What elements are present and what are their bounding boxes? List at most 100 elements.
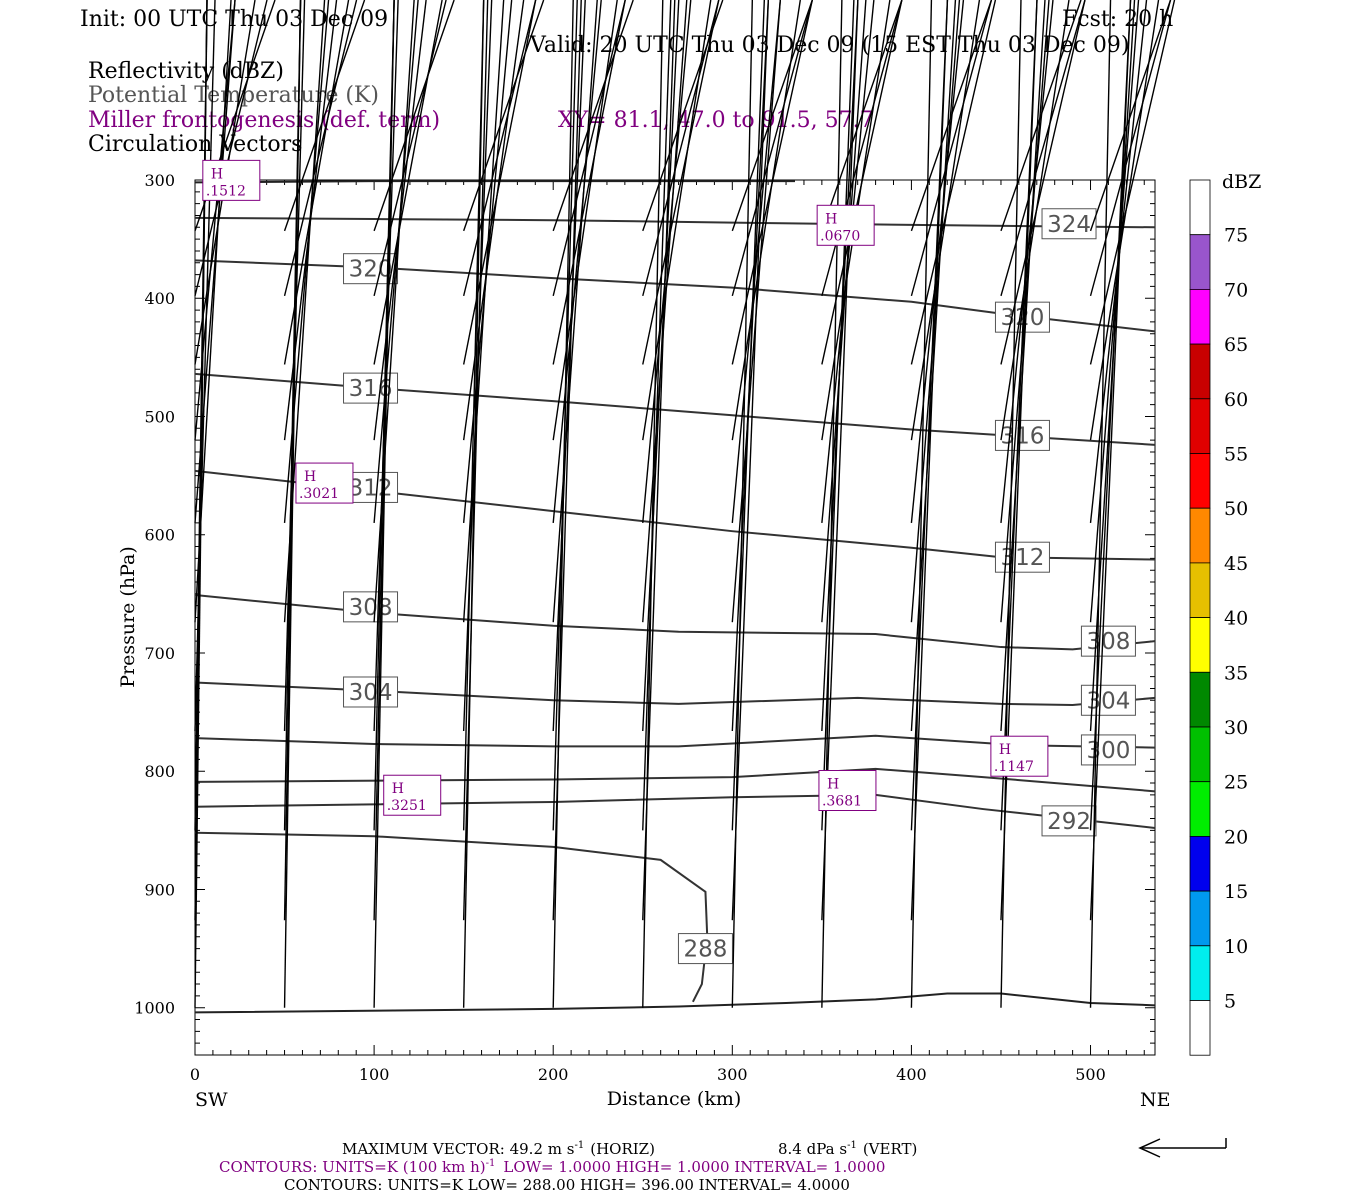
circulation-vector <box>1089 0 1160 441</box>
vector-shaft <box>552 0 626 297</box>
vector-shaft <box>642 0 712 441</box>
frontogenesis-box <box>295 462 354 504</box>
vector-shaft <box>462 0 545 232</box>
y-tick-label: 900 <box>144 880 175 899</box>
vector-shaft <box>1000 0 1086 297</box>
vector-shaft <box>642 0 680 732</box>
circulation-vector <box>642 0 672 831</box>
plot-area: 0 100 200 300 400 500 300 400 500 600 700 800 900 100… <box>134 0 1176 1084</box>
circulation-vector <box>552 0 626 297</box>
contour-label: 312 <box>1001 545 1045 571</box>
contour-label-box <box>1041 805 1097 837</box>
circulation-vector <box>1000 0 1070 441</box>
y-tick-label: 500 <box>144 407 175 426</box>
x-tick-label: 400 <box>896 1065 927 1084</box>
circulation-vector <box>283 0 330 523</box>
vector-shaft <box>462 0 505 623</box>
frontogenesis-h: H <box>827 777 839 793</box>
circulation-vector <box>642 0 720 365</box>
max-vector-horiz: (HORIZ) <box>590 1140 655 1158</box>
theta-contour-line <box>194 767 1156 793</box>
contour-label: 320 <box>349 257 393 283</box>
vector-shaft <box>642 0 720 297</box>
vector-shaft <box>731 0 813 232</box>
colorbar-label: 5 <box>1224 991 1236 1013</box>
theta-contour-line <box>194 681 1156 707</box>
theta-contour-line <box>194 793 1156 829</box>
vector-shaft <box>910 0 949 921</box>
circulation-vector <box>731 0 813 297</box>
valid-time: Valid: 20 UTC Thu 03 Dec 09 (15 EST Thu … <box>529 33 1129 58</box>
colorbar-swatch <box>1189 453 1211 509</box>
frontogenesis-value: .3681 <box>822 794 862 810</box>
frontogenesis-h: H <box>999 742 1011 758</box>
circulation-vector <box>552 0 574 1008</box>
colorbar-label: 25 <box>1224 772 1248 794</box>
circulation-vector <box>642 0 712 441</box>
y-tick-label: 1000 <box>134 999 175 1018</box>
circulation-vector <box>642 0 720 297</box>
frontogenesis-value: .0670 <box>820 228 860 244</box>
colorbar-swatch <box>1189 507 1211 564</box>
circulation-vector <box>731 0 770 921</box>
contour-label: 308 <box>349 595 393 621</box>
colorbar-swatch <box>1189 562 1211 619</box>
circulation-vector <box>462 0 485 1008</box>
colorbar-swatch <box>1189 398 1211 454</box>
circulation-vector <box>1089 0 1140 623</box>
vector-shaft <box>552 0 574 1008</box>
theta-contour-line <box>194 594 1156 651</box>
vector-shaft <box>821 0 903 297</box>
legend-reflectivity: Reflectivity (dBZ) <box>88 59 284 84</box>
vector-shaft <box>910 0 933 1008</box>
colorbar-swatch <box>1189 836 1211 892</box>
vector-shaft <box>373 0 455 232</box>
contour-label-box <box>994 419 1050 451</box>
legend-frontogenesis: Miller frontogenesis (def. term) <box>88 108 440 133</box>
vector-shaft <box>552 0 634 232</box>
theta-contour-line <box>194 831 709 1003</box>
circulation-vector <box>283 0 302 1008</box>
circulation-vector <box>910 0 949 921</box>
circulation-vector <box>1089 0 1172 232</box>
contour-label: 300 <box>1086 738 1130 764</box>
vector-shaft <box>1089 0 1140 623</box>
vector-shaft <box>1089 0 1160 441</box>
contour-label: 324 <box>1047 212 1091 238</box>
circulation-vector <box>552 0 602 523</box>
vector-shaft <box>642 0 720 365</box>
circulation-vector <box>1000 0 1022 1008</box>
frontogenesis-h: H <box>304 469 316 485</box>
colorbar-label: 10 <box>1224 936 1248 958</box>
x-tick-label: 200 <box>538 1065 569 1084</box>
y-tick-label: 800 <box>144 762 175 781</box>
frontogenesis-h: H <box>211 166 223 182</box>
colorbar-label: 60 <box>1224 389 1248 411</box>
circulation-vector <box>462 0 537 297</box>
theta-contour-line <box>194 216 1156 229</box>
circulation-vector <box>910 0 981 441</box>
vector-shaft <box>642 0 672 831</box>
frontogenesis-box <box>816 204 875 246</box>
circulation-vector <box>821 0 855 831</box>
circulation-vector <box>373 0 395 1008</box>
vector-shaft <box>731 0 782 523</box>
footer-contours-fronto: CONTOURS: UNITS=K (100 km h)-1 LOW= 1.000… <box>219 1158 885 1176</box>
x-tick-label: 300 <box>717 1065 748 1084</box>
max-vector-vert-end: (VERT) <box>863 1140 918 1158</box>
circulation-vector <box>821 0 867 623</box>
y-tick-label: 700 <box>144 644 175 663</box>
colorbar-swatch <box>1189 617 1211 673</box>
y-tick-label: 400 <box>144 289 175 308</box>
footer-max-vector-vert: 8.4 dPa s-1 (VERT) <box>778 1140 917 1158</box>
circulation-vector <box>552 0 586 732</box>
frontogenesis-value: .1512 <box>206 183 246 199</box>
colorbar-swatch <box>1189 671 1211 728</box>
colorbar-label: 20 <box>1224 826 1248 848</box>
circulation-vector <box>821 0 859 921</box>
circulation-vector <box>642 0 688 623</box>
vector-shaft <box>731 0 802 441</box>
cross-section-endpoints: XY= 81.1, 47.0 to 91.5, 57.7 <box>558 108 874 133</box>
frontogenesis-value: .1147 <box>994 759 1034 775</box>
contour-label-box <box>677 933 733 965</box>
